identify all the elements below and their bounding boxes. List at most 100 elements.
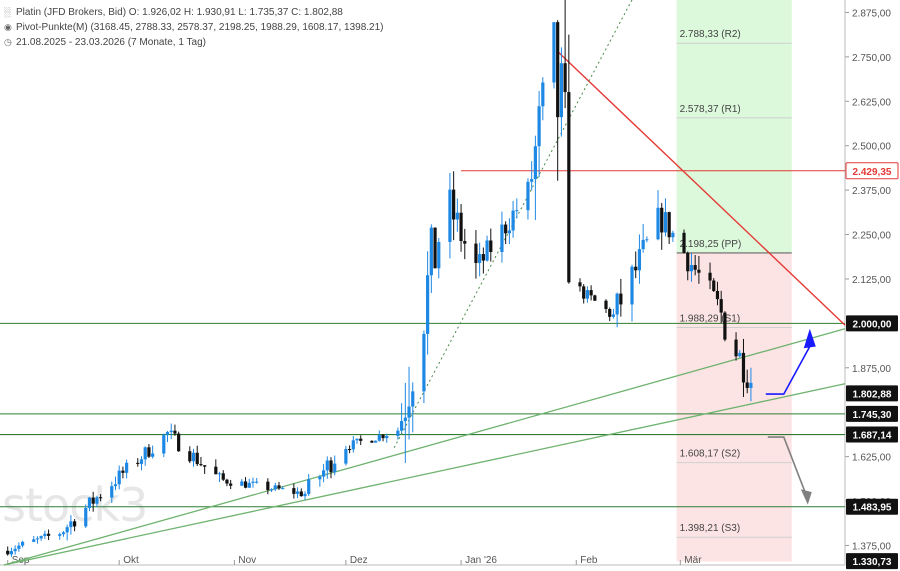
- candle-body: [671, 232, 675, 238]
- candle-body: [151, 453, 155, 457]
- candle-body: [333, 463, 337, 473]
- candle-body: [303, 493, 307, 497]
- candle-body: [299, 491, 303, 497]
- candle-body: [630, 266, 634, 305]
- candle-body: [95, 497, 99, 504]
- candle-body: [615, 293, 619, 315]
- candle-body: [712, 280, 716, 291]
- candle-body: [381, 434, 385, 439]
- x-tick-label: Mär: [684, 555, 702, 566]
- candle-body: [452, 189, 456, 220]
- y-tick-label: 2.625,00: [852, 97, 891, 108]
- rising-trendline-upper: [3, 328, 846, 566]
- candle-body: [422, 333, 426, 392]
- pivot-label: 2.578,37 (R1): [680, 104, 741, 115]
- indicator-header: ◉ Pivot-Punkte(M) (3168.45, 2788.33, 2578…: [4, 21, 384, 34]
- candle-body: [734, 339, 738, 357]
- x-tick-label: Okt: [123, 555, 139, 566]
- candle-body: [604, 300, 608, 310]
- candle-body: [478, 254, 482, 263]
- candle-body: [370, 440, 374, 443]
- candle-body: [277, 485, 281, 489]
- candle-body: [489, 240, 493, 252]
- candle-body: [589, 290, 593, 296]
- candle-body: [225, 479, 229, 484]
- candle-body: [243, 481, 248, 488]
- candle-body: [552, 22, 556, 83]
- candle-body: [385, 435, 389, 439]
- candle-body: [708, 272, 712, 281]
- candle-body: [195, 452, 199, 465]
- falling-trendline: [557, 51, 846, 326]
- candle-body: [325, 460, 329, 471]
- candle-body: [515, 210, 519, 212]
- candle-body: [485, 240, 489, 261]
- candle-body: [169, 430, 173, 433]
- candle-body: [459, 212, 463, 242]
- candle-body: [355, 438, 359, 441]
- rising-trendline-lower: [3, 383, 846, 566]
- candle-body: [13, 548, 17, 552]
- candle-body: [608, 309, 612, 317]
- candle-body: [667, 212, 671, 238]
- candle-body: [637, 249, 642, 271]
- candle-body: [173, 430, 177, 434]
- candle-body: [448, 189, 452, 242]
- candle-body: [481, 254, 485, 261]
- candle-body: [191, 452, 196, 462]
- candle-body: [634, 266, 638, 271]
- candle-body: [347, 449, 352, 451]
- candle-body: [463, 241, 467, 244]
- candle-body: [537, 106, 541, 147]
- candle-body: [359, 438, 363, 441]
- candle-body: [530, 179, 534, 182]
- candle-body: [429, 227, 433, 276]
- candle-body: [504, 224, 508, 234]
- pivot-label: 1.988,29 (S1): [680, 314, 741, 325]
- candle-body: [582, 286, 586, 299]
- candle-body: [567, 92, 571, 283]
- candle-body: [593, 295, 597, 301]
- candle-body: [255, 481, 259, 483]
- chart-type-icon: ░: [4, 7, 11, 17]
- candle-body: [329, 460, 333, 473]
- candle-body: [641, 239, 645, 250]
- candle-body: [396, 430, 400, 436]
- pivot-resistance-zone: [676, 0, 792, 253]
- candle-body: [585, 290, 590, 299]
- candle-body: [344, 449, 348, 464]
- candle-body: [693, 265, 697, 270]
- candle-body: [400, 421, 404, 431]
- candle-body: [58, 534, 62, 536]
- candle-body: [165, 432, 170, 435]
- candle-body: [645, 239, 649, 241]
- price-tag: [846, 315, 898, 332]
- candle-body: [745, 382, 749, 388]
- y-tick-label: 2.500,00: [852, 142, 891, 153]
- eye-icon[interactable]: ◉: [4, 22, 12, 32]
- price-tag-label: 1.483,95: [853, 503, 892, 514]
- candle-body: [46, 533, 51, 536]
- price-tag: [846, 385, 898, 402]
- candle-body: [214, 466, 218, 475]
- candle-body: [723, 312, 727, 340]
- candle-body: [139, 459, 144, 464]
- price-tag: [846, 498, 898, 515]
- candle-body: [266, 481, 270, 491]
- candle-body: [99, 497, 103, 499]
- candle-body: [117, 470, 121, 485]
- instrument-ohlc: Platin (JFD Brokers, Bid) O: 1.926,02 H:…: [16, 7, 343, 18]
- candle-body: [374, 440, 378, 443]
- candle-body: [563, 63, 567, 93]
- candle-body: [533, 146, 537, 180]
- price-tag-label: 1.745,30: [853, 410, 892, 421]
- candle-body: [377, 434, 381, 441]
- candle-body: [9, 551, 14, 555]
- candle-body: [426, 275, 430, 334]
- candle-body: [20, 541, 25, 546]
- candle-body: [411, 391, 415, 407]
- candle-body: [559, 63, 563, 118]
- candle-body: [87, 497, 92, 508]
- candle-body: [556, 22, 560, 118]
